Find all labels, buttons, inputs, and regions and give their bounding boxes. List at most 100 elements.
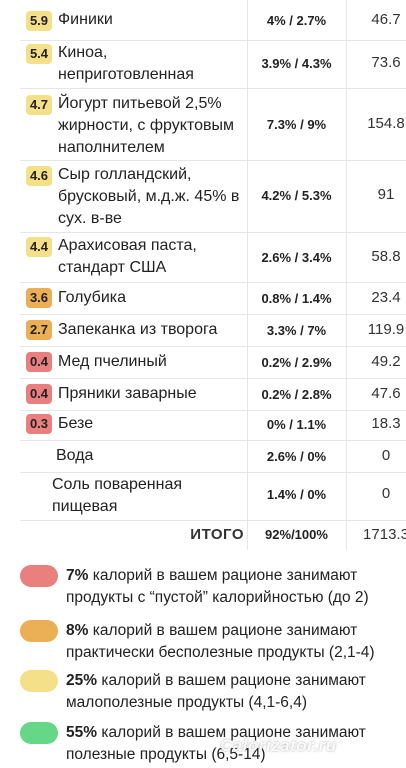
column-divider (247, 520, 248, 550)
table-row: 4.4 Арахисовая паста, стандарт США 2.6% … (20, 232, 406, 283)
column-divider (247, 88, 248, 160)
column-divider (346, 378, 347, 410)
kcal-cell: 18.3 (371, 415, 401, 432)
column-divider (346, 346, 347, 378)
table-row: 0.4 Пряники заварные 0.2% / 2.8% 47.6 (20, 378, 406, 411)
green-dot-icon (20, 722, 58, 744)
food-name[interactable]: Пряники заварные (58, 385, 197, 402)
percent-cell: 2.6% / 0% (266, 449, 327, 464)
food-name[interactable]: Йогурт питьевой 2,5% жирности, с фруктов… (58, 95, 234, 156)
percent-cell: 2.6% / 3.4% (261, 250, 332, 265)
table-row: 3.6 Голубика 0.8% / 1.4% 23.4 (20, 282, 406, 315)
kcal-cell: 47.6 (371, 385, 401, 402)
percent-cell: 3.9% / 4.3% (261, 56, 332, 71)
column-divider (247, 472, 248, 520)
red-dot-icon (20, 565, 58, 587)
legend-line2: продукты с “пустой” калорийностью (до 2) (66, 589, 369, 606)
legend-percent: 55% (66, 724, 98, 741)
table-row: 5.4 Киноа, неприготовленная 3.9% / 4.3% … (20, 40, 406, 89)
column-divider (346, 232, 347, 282)
kcal-cell: 49.2 (371, 353, 401, 370)
column-divider (346, 410, 347, 440)
food-name[interactable]: Голубика (58, 289, 127, 306)
column-divider (247, 232, 248, 282)
column-divider (346, 160, 347, 232)
kcal-cell: 154.8 (367, 115, 405, 132)
column-divider (346, 282, 347, 314)
food-name[interactable]: Соль поваренная пищевая (52, 476, 183, 515)
food-name[interactable]: Киноа, неприготовленная (58, 44, 194, 83)
column-divider (247, 314, 248, 346)
percent-cell: 0.2% / 2.9% (261, 355, 332, 370)
food-name[interactable]: Вода (56, 447, 94, 464)
column-divider (247, 282, 248, 314)
orange-dot-icon (20, 620, 58, 642)
table-row: 4.7 Йогурт питьевой 2,5% жирности, с фру… (20, 88, 406, 161)
score-badge: 0.3 (26, 414, 52, 434)
column-divider (247, 0, 248, 40)
legend-line1: калорий в вашем рационе занимают (97, 672, 366, 689)
legend-text: 8% калорий в вашем рационе занимают прак… (66, 620, 396, 664)
kcal-cell: 0 (381, 447, 391, 464)
score-badge: 0.4 (26, 352, 52, 372)
percent-cell: 4.2% / 5.3% (261, 188, 332, 203)
column-divider (346, 0, 347, 40)
score-badge: 2.7 (26, 320, 52, 340)
legend-text: 7% калорий в вашем рационе занимают прод… (66, 565, 396, 609)
percent-cell: 0.2% / 2.8% (261, 387, 332, 402)
column-divider (346, 520, 347, 550)
legend-line2: полезные продукты (6,5-14) (66, 746, 266, 763)
kcal-cell: 58.8 (371, 248, 401, 265)
food-name[interactable]: Запеканка из творога (58, 321, 218, 338)
food-name[interactable]: Безе (58, 415, 94, 432)
legend-text: 55% калорий в вашем рационе занимают пол… (66, 722, 396, 766)
column-divider (346, 40, 347, 88)
legend-percent: 25% (66, 672, 98, 689)
total-row: ИТОГО 92%/100% 1713.3 (20, 520, 406, 550)
legend-text: 25% калорий в вашем рационе занимают мал… (66, 670, 396, 714)
kcal-cell: 46.7 (371, 11, 401, 28)
score-badge: 3.6 (26, 288, 52, 308)
table-row: Соль поваренная пищевая 1.4% / 0% 0 (20, 472, 406, 521)
score-badge: 5.4 (26, 44, 52, 64)
table-row: Вода 2.6% / 0% 0 (20, 440, 406, 473)
score-badge: 4.4 (26, 237, 52, 257)
total-kcal: 1713.3 (363, 526, 406, 543)
food-name[interactable]: Арахисовая паста, стандарт США (58, 237, 197, 276)
percent-cell: 1.4% / 0% (266, 487, 327, 502)
score-badge: 5.9 (26, 11, 52, 31)
column-divider (247, 346, 248, 378)
food-name[interactable]: Сыр голландский, брусковый, м.д.ж. 45% в… (58, 166, 240, 227)
legend-line2: малополезные продукты (4,1-6,4) (66, 694, 308, 711)
watermark: Calorizator.ru (220, 736, 337, 755)
table-row: 4.6 Сыр голландский, брусковый, м.д.ж. 4… (20, 160, 406, 233)
legend-percent: 7% (66, 567, 89, 584)
percent-cell: 4% / 2.7% (266, 13, 327, 28)
kcal-cell: 91 (377, 186, 395, 203)
total-label: ИТОГО (190, 526, 244, 543)
column-divider (247, 40, 248, 88)
column-divider (247, 440, 248, 472)
yellow-dot-icon (20, 670, 58, 692)
column-divider (247, 410, 248, 440)
column-divider (346, 472, 347, 520)
food-name[interactable]: Мед пчелиный (58, 353, 167, 370)
table-row: 2.7 Запеканка из творога 3.3% / 7% 119.9 (20, 314, 406, 347)
legend-line1: калорий в вашем рационе занимают (97, 724, 366, 741)
kcal-cell: 23.4 (371, 289, 401, 306)
legend-line1: калорий в вашем рационе занимают (88, 622, 358, 639)
column-divider (346, 88, 347, 160)
percent-cell: 7.3% / 9% (266, 117, 327, 132)
score-badge: 4.6 (26, 166, 52, 186)
column-divider (247, 378, 248, 410)
food-name[interactable]: Финики (58, 11, 113, 28)
column-divider (247, 160, 248, 232)
percent-cell: 3.3% / 7% (266, 323, 327, 338)
table-row: 0.4 Мед пчелиный 0.2% / 2.9% 49.2 (20, 346, 406, 379)
legend-percent: 8% (66, 622, 89, 639)
kcal-cell: 119.9 (367, 321, 405, 338)
kcal-cell: 0 (381, 485, 391, 502)
column-divider (346, 440, 347, 472)
kcal-cell: 73.6 (371, 54, 401, 71)
percent-cell: 0.8% / 1.4% (261, 291, 332, 306)
